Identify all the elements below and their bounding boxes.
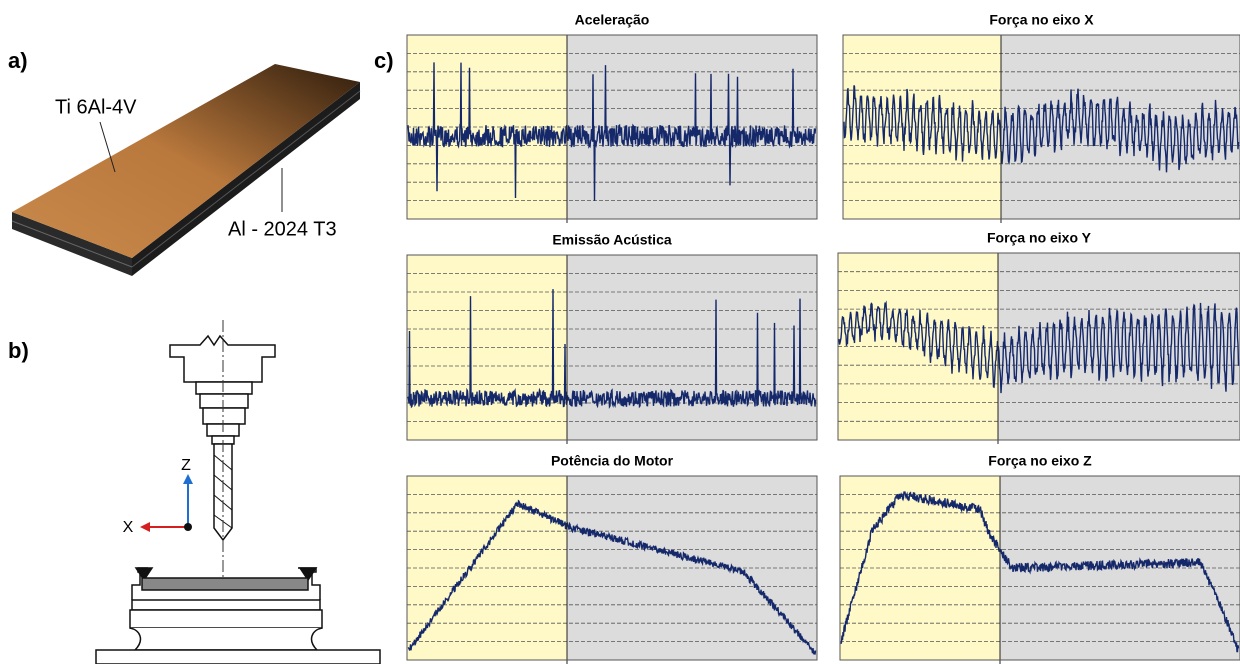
axes-icon — [140, 474, 193, 532]
panel-label: b) — [8, 338, 29, 363]
figure: a) Ti 6Al-4V Al - 2024 T3 b) Z X c) Acel… — [0, 0, 1240, 664]
plot-title: Força no eixo X — [989, 12, 1094, 28]
plot-title: Força no eixo Z — [988, 453, 1092, 469]
axis-label: X — [123, 519, 134, 536]
axis-label: Z — [181, 457, 191, 474]
plot-title: Emissão Acústica — [552, 232, 672, 248]
plot-title: Força no eixo Y — [987, 230, 1092, 246]
material-label: Ti 6Al-4V — [55, 96, 137, 118]
material-label: Al - 2024 T3 — [228, 218, 337, 240]
plot-title: Aceleração — [575, 12, 650, 28]
panel-label: c) — [374, 48, 394, 73]
machine-schematic — [96, 336, 380, 664]
panel-label: a) — [8, 48, 28, 73]
plot-title: Potência do Motor — [551, 453, 674, 469]
